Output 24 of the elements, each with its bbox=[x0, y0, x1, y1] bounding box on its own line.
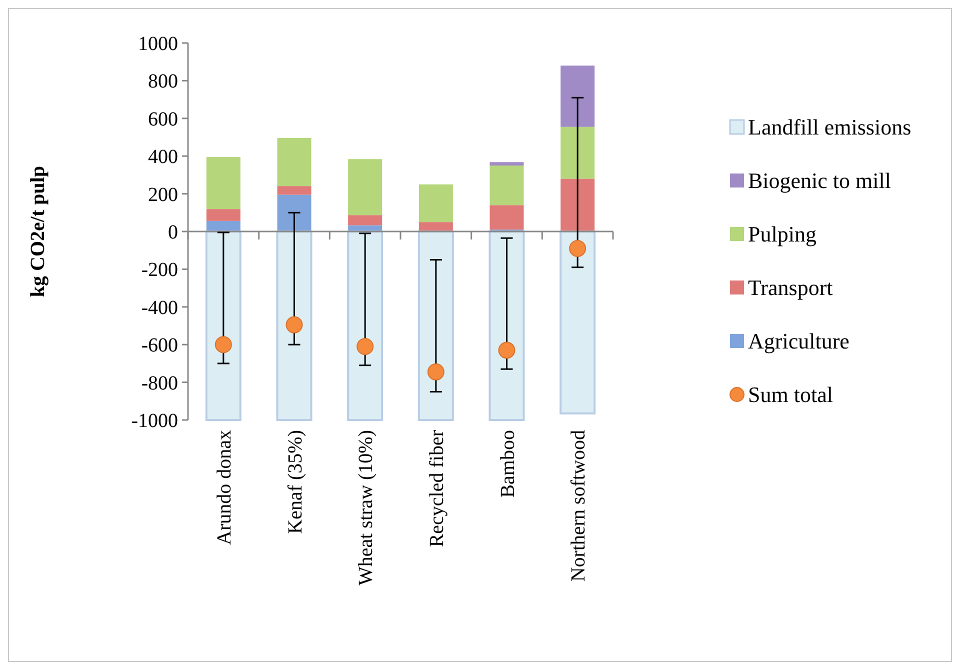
y-tick-label: -800 bbox=[141, 372, 178, 394]
x-tick-label: Wheat straw (10%) bbox=[355, 430, 378, 586]
y-tick-label: 0 bbox=[168, 222, 178, 244]
y-tick-label: -600 bbox=[141, 334, 178, 357]
legend-label: Biogenic to mill bbox=[748, 168, 891, 194]
y-tick-label: -200 bbox=[141, 259, 178, 282]
legend-label: Transport bbox=[748, 275, 833, 300]
x-tick-label: Kenaf (35%) bbox=[284, 430, 306, 534]
x-tick-label: Bamboo bbox=[496, 430, 519, 498]
y-tick-label: 400 bbox=[148, 146, 178, 168]
y-tick-label: 600 bbox=[148, 108, 178, 130]
y-axis-title: kg CO2e/t pulp bbox=[27, 166, 49, 298]
x-tick-label: Arundo donax bbox=[213, 430, 236, 545]
y-tick-label: 1000 bbox=[138, 33, 178, 55]
legend-label: Sum total bbox=[748, 382, 833, 408]
y-tick-label: -1000 bbox=[131, 410, 178, 432]
y-tick-label: 200 bbox=[148, 184, 178, 206]
y-tick-label: -400 bbox=[141, 296, 178, 319]
legend-label: Pulping bbox=[748, 222, 816, 247]
x-tick-label: Northern softwood bbox=[568, 430, 590, 582]
legend-label: Agriculture bbox=[748, 328, 850, 354]
legend-label: Landfill emissions bbox=[748, 114, 912, 140]
y-tick-label: 800 bbox=[148, 70, 178, 93]
x-tick-label: Recycled fiber bbox=[426, 430, 448, 548]
